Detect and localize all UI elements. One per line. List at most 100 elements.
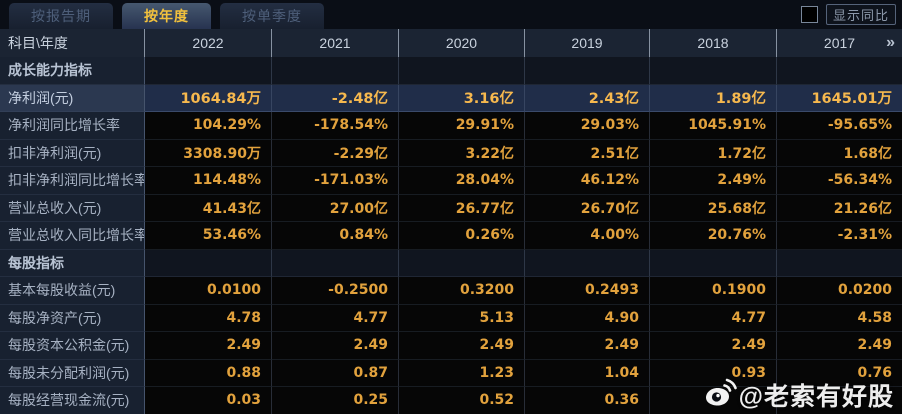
cell-value: 25.68亿 (650, 194, 777, 222)
cell-value: 2.49% (650, 167, 777, 195)
cell-value: 2.49 (399, 332, 525, 360)
cell-value (145, 57, 272, 85)
cell-value: 4.00% (525, 222, 650, 250)
table-row[interactable]: 营业总收入同比增长率 53.46% 0.84% 0.26% 4.00% 20.76% -2.… (0, 222, 902, 250)
cell-value: 20.76% (650, 222, 777, 250)
cell-value: 0.52 (399, 387, 525, 414)
year-header-2020: 2020 (399, 29, 525, 57)
table-row[interactable]: 净利润同比增长率 104.29% -178.54% 29.91% 29.03% 1045.… (0, 112, 902, 140)
row-label: 净利润(元) (0, 84, 145, 112)
cell-value (777, 387, 902, 414)
cell-value: 1.89亿 (650, 84, 777, 112)
cell-value: 3.22亿 (399, 139, 525, 167)
cell-value: 4.90 (525, 304, 650, 332)
cell-value: 1645.01万 (777, 84, 902, 112)
cell-value: 26.70亿 (525, 194, 650, 222)
cell-value: 0.87 (272, 359, 399, 387)
tab-by-single-quarter[interactable]: 按单季度 (220, 3, 324, 29)
cell-value: 2.49 (650, 332, 777, 360)
table-row[interactable]: 扣非净利润同比增长率 114.48% -171.03% 28.04% 46.12% 2.4… (0, 167, 902, 195)
row-label: 扣非净利润(元) (0, 139, 145, 167)
table-row[interactable]: 基本每股收益(元) 0.0100 -0.2500 0.3200 0.2493 0.1900… (0, 277, 902, 305)
cell-value: 0.25 (272, 387, 399, 414)
year-header-2019: 2019 (525, 29, 650, 57)
cell-value: 0.84% (272, 222, 399, 250)
cell-value: 5.13 (399, 304, 525, 332)
cell-value (777, 249, 902, 277)
show-yoy-checkbox[interactable] (800, 6, 818, 23)
table-row[interactable]: 每股资本公积金(元) 2.49 2.49 2.49 2.49 2.49 2.49 (0, 332, 902, 360)
row-label: 每股指标 (0, 249, 145, 277)
year-header-2018: 2018 (650, 29, 777, 57)
show-yoy-label[interactable]: 显示同比 (825, 4, 896, 25)
cell-value: 0.03 (145, 387, 272, 414)
cell-value: 0.2493 (525, 277, 650, 305)
cell-value: 0.0200 (777, 277, 902, 305)
year-header-2017: 2017» (823, 34, 895, 51)
row-label: 净利润同比增长率 (0, 112, 145, 140)
cell-value: 26.77亿 (399, 194, 525, 222)
cell-value: -171.03% (272, 167, 399, 195)
cell-value (399, 57, 525, 85)
cell-value: 0.36 (525, 387, 650, 414)
cell-value: 1.72亿 (650, 139, 777, 167)
table-row[interactable]: 每股净资产(元) 4.78 4.77 5.13 4.90 4.77 4.58 (0, 304, 902, 332)
tab-bar-tabs: 按报告期 按年度 按单季度 (0, 3, 324, 29)
tab-by-report-period[interactable]: 按报告期 (9, 3, 113, 29)
cell-value: -2.48亿 (272, 84, 399, 112)
cell-value (525, 249, 650, 277)
more-years-icon[interactable]: » (886, 34, 895, 51)
cell-value: -2.29亿 (272, 139, 399, 167)
cell-value: 0.26% (399, 222, 525, 250)
cell-value: -0.2500 (272, 277, 399, 305)
cell-value: 0.3200 (399, 277, 525, 305)
cell-value: 46.12% (525, 167, 650, 195)
cell-value (525, 57, 650, 85)
row-label: 成长能力指标 (0, 57, 145, 85)
tab-by-year[interactable]: 按年度 (122, 3, 211, 29)
cell-value: 3.16亿 (399, 84, 525, 112)
cell-value: 2.49 (145, 332, 272, 360)
cell-value (399, 249, 525, 277)
yoy-controls: 显示同比 (800, 4, 896, 25)
table-row[interactable]: 净利润(元) 1064.84万 -2.48亿 3.16亿 2.43亿 1.89亿 1645.… (0, 84, 902, 112)
cell-value: 2.49 (525, 332, 650, 360)
section-row[interactable]: 成长能力指标 (0, 57, 902, 85)
cell-value: 0.76 (777, 359, 902, 387)
table-row[interactable]: 每股经营现金流(元) 0.03 0.25 0.52 0.36 (0, 387, 902, 414)
cell-value (650, 387, 777, 414)
table-row[interactable]: 营业总收入(元) 41.43亿 27.00亿 26.77亿 26.70亿 25.68亿 21… (0, 194, 902, 222)
cell-value (272, 249, 399, 277)
cell-value: 1.04 (525, 359, 650, 387)
cell-value: 4.58 (777, 304, 902, 332)
row-label: 每股经营现金流(元) (0, 387, 145, 414)
cell-value: 0.88 (145, 359, 272, 387)
cell-value: 2.49 (272, 332, 399, 360)
cell-value: 27.00亿 (272, 194, 399, 222)
year-header-2021: 2021 (272, 29, 399, 57)
table-row[interactable]: 每股未分配利润(元) 0.88 0.87 1.23 1.04 0.93 0.76 (0, 359, 902, 387)
row-label: 每股净资产(元) (0, 304, 145, 332)
cell-value: 1.68亿 (777, 139, 902, 167)
row-label: 每股未分配利润(元) (0, 359, 145, 387)
cell-value (650, 249, 777, 277)
row-label: 营业总收入(元) (0, 194, 145, 222)
table-header: 科目\年度 2022 2021 2020 2019 2018 2017» (0, 29, 902, 57)
cell-value: 1.23 (399, 359, 525, 387)
cell-value: 104.29% (145, 112, 272, 140)
year-header-2022: 2022 (145, 29, 272, 57)
row-label: 每股资本公积金(元) (0, 332, 145, 360)
cell-value: 2.43亿 (525, 84, 650, 112)
cell-value: 0.93 (650, 359, 777, 387)
tab-bar: 按报告期 按年度 按单季度 显示同比 (0, 0, 902, 29)
cell-value: -95.65% (777, 112, 902, 140)
cell-value: 2.51亿 (525, 139, 650, 167)
cell-value: 0.1900 (650, 277, 777, 305)
cell-value (145, 249, 272, 277)
cell-value: 3308.90万 (145, 139, 272, 167)
cell-value: -178.54% (272, 112, 399, 140)
section-row[interactable]: 每股指标 (0, 249, 902, 277)
table-row[interactable]: 扣非净利润(元) 3308.90万 -2.29亿 3.22亿 2.51亿 1.72亿 1.6… (0, 139, 902, 167)
cell-value: 1045.91% (650, 112, 777, 140)
